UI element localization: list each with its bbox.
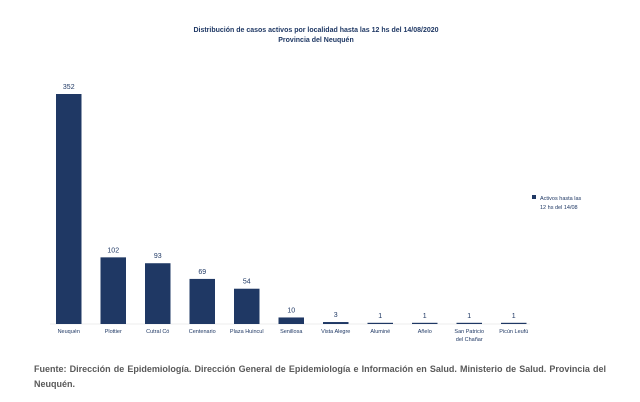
data-label: 1 bbox=[467, 313, 471, 320]
bar bbox=[145, 263, 171, 324]
bars bbox=[56, 94, 527, 324]
category-label: Cutral Có bbox=[146, 329, 169, 335]
source-note: Fuente: Dirección de Epidemiología. Dire… bbox=[34, 364, 606, 389]
data-label: 1 bbox=[423, 313, 427, 320]
value-labels: 352 102 93 69 54 10 3 1 1 1 1 bbox=[63, 84, 516, 320]
data-label: 3 bbox=[334, 312, 338, 319]
category-label: Aluminé bbox=[370, 329, 390, 335]
bar bbox=[100, 257, 126, 324]
legend-swatch bbox=[532, 195, 536, 199]
chart-title: Distribución de casos activos por locali… bbox=[193, 27, 438, 44]
legend-label: 12 hs del 14/08 bbox=[540, 205, 578, 211]
data-label: 102 bbox=[107, 247, 119, 254]
data-label: 54 bbox=[243, 279, 251, 286]
bar bbox=[234, 288, 260, 324]
bar bbox=[278, 317, 304, 324]
category-label: Añelo bbox=[418, 329, 432, 335]
category-label: Plottier bbox=[105, 329, 122, 335]
category-label: Vista Alegre bbox=[321, 329, 350, 335]
legend: Activos hasta las 12 hs del 14/08 bbox=[532, 195, 582, 211]
bar bbox=[367, 322, 393, 324]
data-label: 93 bbox=[154, 253, 162, 260]
category-label: Centenario bbox=[189, 329, 216, 335]
category-label: del Chañar bbox=[456, 337, 483, 343]
category-label: Picún Leufú bbox=[499, 329, 528, 335]
bar bbox=[456, 322, 482, 324]
legend-label: Activos hasta las bbox=[540, 196, 582, 202]
data-label: 1 bbox=[512, 313, 516, 320]
bar bbox=[56, 94, 82, 324]
category-label: Neuquén bbox=[58, 329, 80, 335]
data-label: 1 bbox=[378, 313, 382, 320]
data-label: 10 bbox=[287, 307, 295, 314]
bar bbox=[412, 322, 438, 324]
category-label: Senillosa bbox=[280, 329, 303, 335]
chart-title-line: Provincia del Neuquén bbox=[278, 37, 353, 44]
chart-title-line: Distribución de casos activos por locali… bbox=[193, 27, 438, 34]
data-label: 69 bbox=[198, 269, 206, 276]
category-label: San Patricio bbox=[454, 329, 484, 335]
bar bbox=[501, 322, 527, 324]
category-labels: Neuquén Plottier Cutral Có Centenario Plaza … bbox=[58, 329, 529, 343]
data-label: 352 bbox=[63, 84, 75, 91]
category-label: Plaza Huincul bbox=[230, 329, 264, 335]
bar bbox=[323, 322, 349, 324]
bar bbox=[189, 278, 215, 324]
